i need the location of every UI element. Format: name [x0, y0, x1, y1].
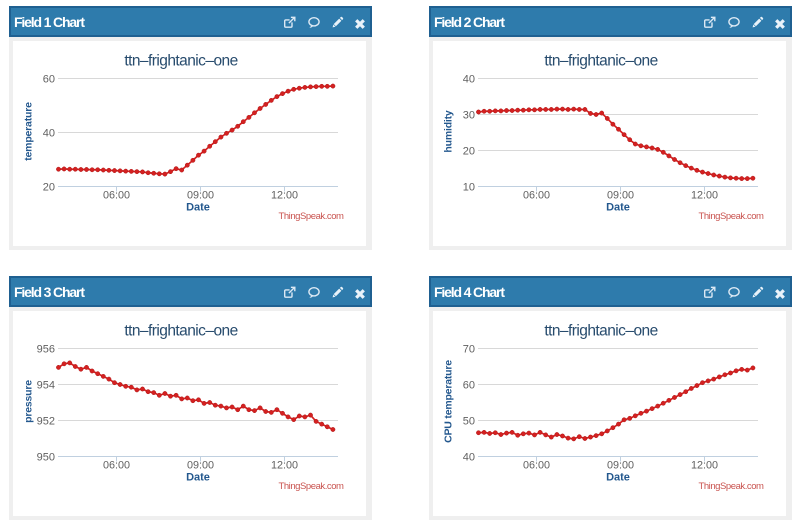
svg-text:60: 60 [463, 380, 475, 392]
svg-text:ttn–frightanic–one: ttn–frightanic–one [124, 52, 237, 69]
svg-text:ttn–frightanic–one: ttn–frightanic–one [124, 322, 237, 339]
svg-text:40: 40 [43, 128, 55, 140]
svg-text:Date: Date [606, 202, 630, 214]
svg-text:950: 950 [37, 452, 55, 464]
svg-text:06:00: 06:00 [103, 189, 130, 201]
svg-text:12:00: 12:00 [691, 459, 718, 471]
svg-text:06:00: 06:00 [523, 459, 550, 471]
svg-text:ttn–frightanic–one: ttn–frightanic–one [544, 322, 657, 339]
svg-text:09:00: 09:00 [187, 189, 214, 201]
svg-text:70: 70 [463, 344, 475, 356]
svg-text:12:00: 12:00 [271, 189, 298, 201]
svg-text:Date: Date [186, 472, 210, 484]
svg-text:40: 40 [463, 452, 475, 464]
svg-text:06:00: 06:00 [523, 189, 550, 201]
svg-text:ttn–frightanic–one: ttn–frightanic–one [544, 52, 657, 69]
svg-text:40: 40 [463, 74, 475, 86]
svg-text:ThingSpeak.com: ThingSpeak.com [699, 481, 765, 492]
svg-text:12:00: 12:00 [271, 459, 298, 471]
svg-text:humidity: humidity [443, 110, 455, 153]
svg-text:30: 30 [463, 110, 475, 122]
svg-text:06:00: 06:00 [103, 459, 130, 471]
svg-text:60: 60 [43, 74, 55, 86]
svg-text:10: 10 [463, 182, 475, 194]
svg-text:09:00: 09:00 [607, 459, 634, 471]
svg-text:20: 20 [43, 182, 55, 194]
svg-text:20: 20 [463, 146, 475, 158]
svg-text:Date: Date [606, 472, 630, 484]
svg-text:09:00: 09:00 [187, 459, 214, 471]
svg-text:952: 952 [37, 416, 55, 428]
svg-text:09:00: 09:00 [607, 189, 634, 201]
svg-text:ThingSpeak.com: ThingSpeak.com [699, 211, 765, 222]
svg-text:CPU temperature: CPU temperature [443, 360, 455, 443]
svg-text:50: 50 [463, 416, 475, 428]
svg-text:pressure: pressure [23, 380, 35, 423]
svg-text:12:00: 12:00 [691, 189, 718, 201]
svg-text:temperature: temperature [23, 102, 35, 161]
svg-text:956: 956 [37, 344, 55, 356]
svg-text:ThingSpeak.com: ThingSpeak.com [279, 211, 345, 222]
svg-text:Date: Date [186, 202, 210, 214]
svg-text:ThingSpeak.com: ThingSpeak.com [279, 481, 345, 492]
svg-text:954: 954 [37, 380, 55, 392]
